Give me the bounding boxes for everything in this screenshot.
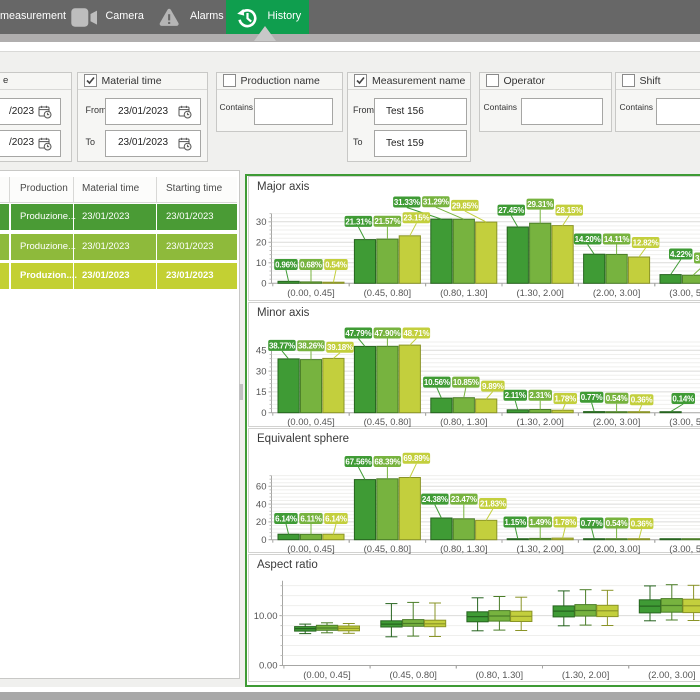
svg-text:47.90%: 47.90%: [374, 329, 400, 338]
svg-text:10.56%: 10.56%: [424, 378, 450, 387]
svg-text:0.96%: 0.96%: [275, 260, 297, 269]
svg-text:(3.00, 5.00]: (3.00, 5.00]: [669, 543, 700, 554]
svg-text:(1.30, 2.00]: (1.30, 2.00]: [516, 416, 563, 427]
svg-text:40: 40: [256, 499, 267, 510]
svg-text:69.89%: 69.89%: [403, 454, 429, 463]
svg-text:0.14%: 0.14%: [672, 394, 694, 403]
svg-text:(0.80, 1.30]: (0.80, 1.30]: [440, 287, 487, 298]
svg-text:(0.00, 0.45]: (0.00, 0.45]: [287, 416, 334, 427]
svg-text:(0.00, 0.45]: (0.00, 0.45]: [287, 287, 334, 298]
svg-text:10.00: 10.00: [254, 611, 278, 622]
svg-text:14.20%: 14.20%: [575, 235, 601, 244]
svg-text:28.15%: 28.15%: [556, 206, 582, 215]
svg-text:15: 15: [256, 387, 267, 398]
svg-text:(0.00, 0.45]: (0.00, 0.45]: [303, 669, 350, 680]
svg-text:(0.80, 1.30]: (0.80, 1.30]: [440, 543, 487, 554]
svg-text:(2.00, 3.00]: (2.00, 3.00]: [648, 669, 695, 680]
svg-text:(2.00, 3.00]: (2.00, 3.00]: [593, 416, 640, 427]
svg-text:14.11%: 14.11%: [604, 235, 630, 244]
svg-text:29.85%: 29.85%: [452, 201, 478, 210]
svg-text:39.18%: 39.18%: [327, 343, 353, 352]
svg-text:38.26%: 38.26%: [298, 342, 324, 351]
svg-text:(0.45, 0.80]: (0.45, 0.80]: [364, 543, 411, 554]
svg-text:1.78%: 1.78%: [554, 518, 576, 527]
svg-text:12.82%: 12.82%: [633, 238, 659, 247]
svg-text:38.77%: 38.77%: [269, 341, 295, 350]
svg-text:(0.45, 0.80]: (0.45, 0.80]: [364, 416, 411, 427]
svg-text:45: 45: [256, 345, 267, 356]
svg-text:(2.00, 3.00]: (2.00, 3.00]: [593, 543, 640, 554]
svg-text:(0.45, 0.80]: (0.45, 0.80]: [389, 669, 436, 680]
svg-text:4.22%: 4.22%: [670, 250, 692, 259]
svg-text:2.31%: 2.31%: [529, 391, 551, 400]
svg-text:1.15%: 1.15%: [504, 518, 526, 527]
svg-text:20: 20: [256, 517, 267, 528]
svg-text:24.38%: 24.38%: [422, 495, 448, 504]
svg-text:(0.80, 1.30]: (0.80, 1.30]: [440, 416, 487, 427]
svg-text:9.89%: 9.89%: [482, 382, 504, 391]
svg-text:0.68%: 0.68%: [300, 260, 322, 269]
svg-text:23.15%: 23.15%: [403, 214, 429, 223]
svg-text:0.54%: 0.54%: [606, 394, 628, 403]
svg-text:10: 10: [256, 258, 267, 269]
svg-text:(1.30, 2.00]: (1.30, 2.00]: [516, 543, 563, 554]
svg-text:6.14%: 6.14%: [275, 514, 297, 523]
svg-text:47.79%: 47.79%: [345, 329, 371, 338]
svg-text:(1.30, 2.00]: (1.30, 2.00]: [562, 669, 609, 680]
svg-text:20: 20: [256, 238, 267, 249]
svg-text:0.36%: 0.36%: [631, 519, 653, 528]
svg-text:6.11%: 6.11%: [300, 514, 321, 523]
svg-text:67.56%: 67.56%: [345, 457, 371, 466]
svg-text:6.14%: 6.14%: [325, 514, 347, 523]
svg-text:31.33%: 31.33%: [394, 198, 420, 207]
svg-text:27.45%: 27.45%: [498, 206, 524, 215]
svg-text:0: 0: [261, 279, 266, 290]
svg-text:21.83%: 21.83%: [480, 499, 506, 508]
svg-text:10.85%: 10.85%: [453, 378, 479, 387]
svg-text:31.29%: 31.29%: [423, 198, 449, 207]
svg-text:23.47%: 23.47%: [451, 495, 477, 504]
svg-text:1.49%: 1.49%: [529, 518, 551, 527]
svg-text:0.36%: 0.36%: [631, 396, 653, 405]
svg-text:(0.80, 1.30]: (0.80, 1.30]: [476, 669, 523, 680]
svg-text:0: 0: [261, 535, 266, 546]
svg-text:0.00: 0.00: [259, 661, 278, 672]
svg-text:30: 30: [256, 366, 267, 377]
svg-text:0: 0: [261, 408, 266, 419]
svg-text:30: 30: [256, 217, 267, 228]
svg-text:0.77%: 0.77%: [581, 393, 603, 402]
svg-text:21.31%: 21.31%: [345, 217, 371, 226]
svg-text:(1.30, 2.00]: (1.30, 2.00]: [516, 287, 563, 298]
svg-text:1.78%: 1.78%: [554, 394, 576, 403]
svg-text:(3.00, 5.00]: (3.00, 5.00]: [669, 287, 700, 298]
svg-text:0.54%: 0.54%: [606, 519, 628, 528]
svg-text:21.57%: 21.57%: [374, 217, 400, 226]
svg-text:(0.00, 0.45]: (0.00, 0.45]: [287, 543, 334, 554]
svg-text:2.11%: 2.11%: [505, 391, 526, 400]
svg-text:(2.00, 3.00]: (2.00, 3.00]: [593, 287, 640, 298]
svg-text:3.93%: 3.93%: [695, 254, 700, 263]
svg-text:(3.00, 5.00]: (3.00, 5.00]: [669, 416, 700, 427]
svg-text:0.77%: 0.77%: [581, 519, 603, 528]
svg-text:29.31%: 29.31%: [527, 200, 553, 209]
svg-text:48.71%: 48.71%: [403, 329, 429, 338]
svg-text:60: 60: [256, 482, 267, 493]
svg-text:68.39%: 68.39%: [374, 457, 400, 466]
svg-text:0.54%: 0.54%: [325, 260, 347, 269]
svg-text:(0.45, 0.80]: (0.45, 0.80]: [364, 287, 411, 298]
